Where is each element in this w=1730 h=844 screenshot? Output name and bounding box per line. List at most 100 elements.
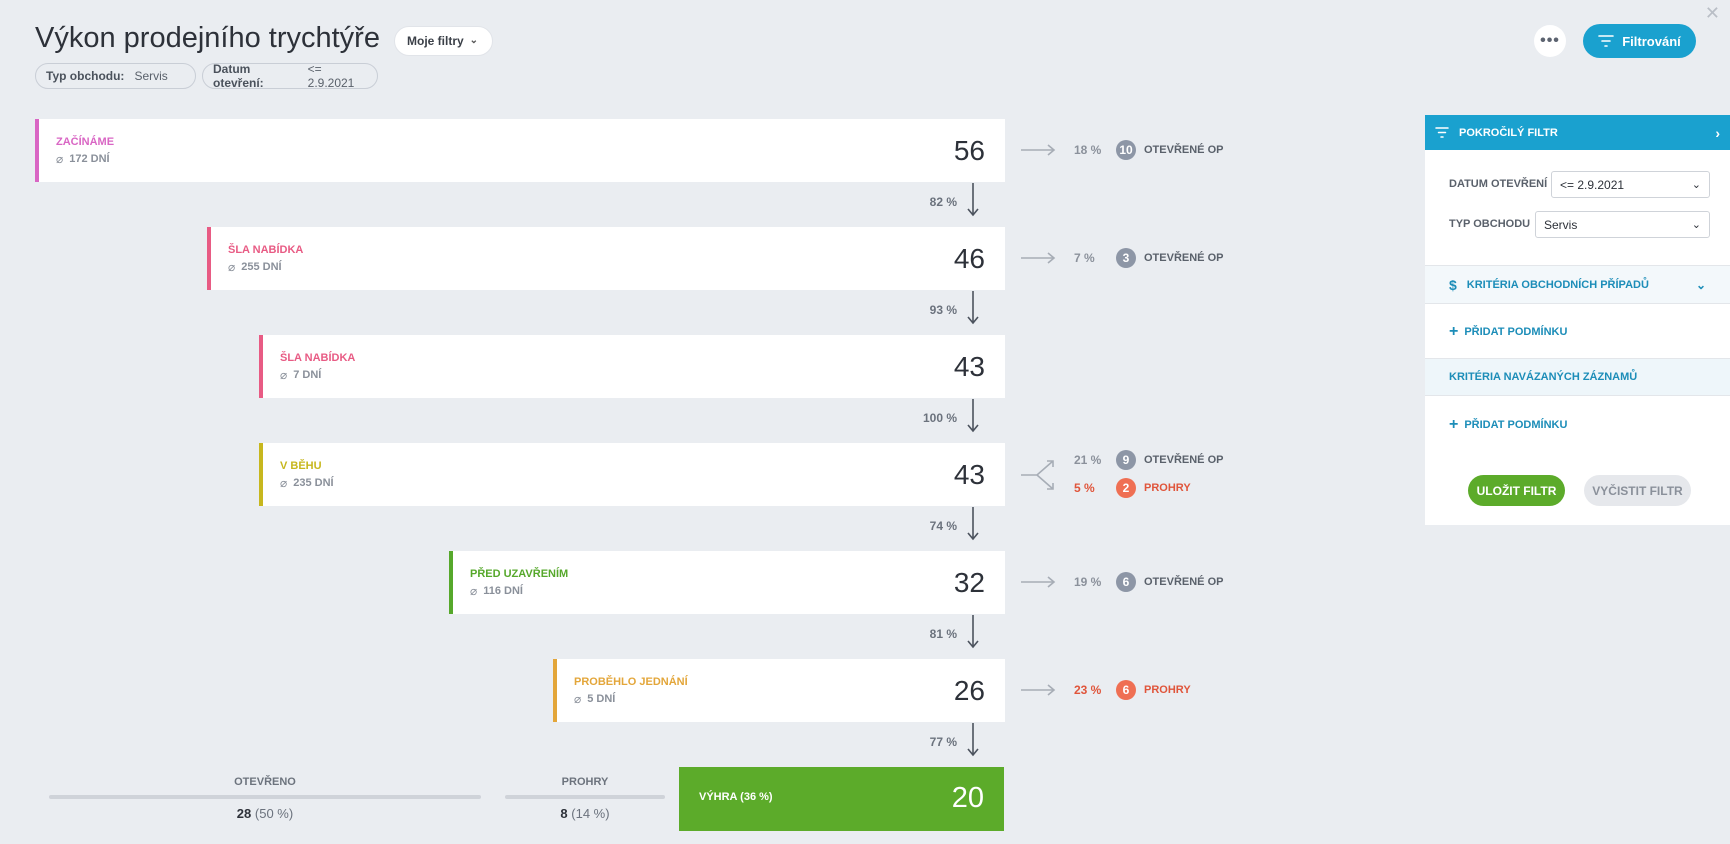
add-condition-button[interactable]: + PŘIDAT PODMÍNKU (1449, 323, 1567, 341)
chevron-down-icon: ⌄ (1691, 179, 1701, 191)
win-count: 20 (951, 782, 984, 814)
plus-icon: + (1449, 323, 1459, 340)
outcome-label: OTEVŘENÉ OP (1144, 252, 1224, 264)
type-filter-select[interactable]: Servis ⌄ (1535, 211, 1710, 238)
summary-lost-label: PROHRY (561, 776, 609, 788)
win-label-text: VÝHRA (699, 791, 738, 803)
arrow-down-icon (967, 615, 979, 649)
stage-name: V BĚHU (280, 460, 322, 472)
stage-name: ŠLA NABÍDKA (280, 352, 356, 364)
arrow-down-icon (967, 183, 979, 217)
side-outcome-open[interactable]: 18 % 10 OTEVŘENÉ OP (1074, 140, 1223, 160)
chip-value: Servis (134, 69, 168, 83)
stage-name: ZAČÍNÁME (56, 136, 115, 148)
conversion-rate: 81 % (929, 627, 957, 641)
filter-toggle-button[interactable]: Filtrování (1583, 24, 1696, 58)
win-pct: (36 %) (740, 791, 773, 803)
summary-lost-count: 8 (560, 806, 568, 821)
stage-duration: ⌀ 116 DNÍ (470, 584, 523, 598)
stage-duration: ⌀ 172 DNÍ (56, 152, 110, 166)
plus-icon: + (1449, 416, 1459, 433)
stage-duration: ⌀ 235 DNÍ (280, 476, 334, 490)
summary-lost-value: 8 (14 %) (505, 806, 665, 821)
outcome-pct: 19 % (1074, 575, 1102, 589)
add-condition-button[interactable]: + PŘIDAT PODMÍNKU (1449, 416, 1567, 434)
conversion-rate: 93 % (929, 303, 957, 317)
stage-count: 26 (953, 675, 985, 706)
side-outcome-lost[interactable]: 23 % 6 PROHRY (1074, 680, 1191, 700)
outcome-pct: 23 % (1074, 683, 1102, 697)
summary-win-box[interactable]: VÝHRA (36 %) 20 (679, 767, 1004, 831)
stage-duration-value: 172 DNÍ (69, 153, 110, 165)
stage-count: 56 (953, 135, 985, 166)
chip-key: Datum otevření: (213, 62, 264, 90)
funnel-stage-2[interactable]: ŠLA NABÍDKA ⌀ 7 DNÍ 43 (259, 335, 1005, 398)
stage-count: 32 (953, 567, 985, 598)
close-icon[interactable]: ✕ (1704, 3, 1720, 23)
funnel-stage-3[interactable]: V BĚHU ⌀ 235 DNÍ 43 (259, 443, 1005, 506)
funnel-stage-0[interactable]: ZAČÍNÁME ⌀ 172 DNÍ 56 (35, 119, 1005, 182)
outcome-count-badge: 6 (1116, 680, 1136, 700)
arrow-right-icon (1021, 684, 1056, 696)
side-outcome-open[interactable]: 7 % 3 OTEVŘENÉ OP (1074, 248, 1223, 268)
stage-count: 46 (953, 243, 985, 274)
stage-name: PROBĚHLO JEDNÁNÍ (574, 676, 688, 688)
summary-open-value: 28 (50 %) (49, 806, 481, 821)
type-filter-label: TYP OBCHODU (1449, 218, 1531, 230)
linked-criteria-section[interactable]: KRITÉRIA NAVÁZANÝCH ZÁZNAMŮ (1425, 358, 1730, 396)
add-condition-label: PŘIDAT PODMÍNKU (1464, 326, 1568, 338)
date-filter-select[interactable]: <= 2.9.2021 ⌄ (1551, 171, 1710, 198)
save-filter-button[interactable]: ULOŽIT FILTR (1468, 475, 1565, 506)
arrow-down-icon (967, 291, 979, 325)
stage-duration: ⌀ 255 DNÍ (228, 260, 282, 274)
filter-chip-open-date[interactable]: Datum otevření: <= 2.9.2021 (202, 62, 378, 90)
funnel-stage-4[interactable]: PŘED UZAVŘENÍM ⌀ 116 DNÍ 32 (449, 551, 1005, 614)
stage-count: 43 (953, 459, 985, 490)
arrow-right-icon (1021, 576, 1056, 588)
side-outcome-open[interactable]: 21 % 9 OTEVŘENÉ OP (1074, 450, 1223, 470)
outcome-label: OTEVŘENÉ OP (1144, 576, 1224, 588)
arrow-down-icon (967, 507, 979, 541)
filter-icon (1435, 127, 1449, 138)
summary-lost-bar (505, 795, 665, 799)
filter-icon (1598, 35, 1615, 47)
clear-filter-button[interactable]: VYČISTIT FILTR (1584, 475, 1691, 506)
conversion-rate: 74 % (929, 519, 957, 533)
funnel-stage-1[interactable]: ŠLA NABÍDKA ⌀ 255 DNÍ 46 (207, 227, 1005, 290)
more-options-button[interactable]: ••• (1534, 25, 1566, 57)
conversion-rate: 82 % (929, 195, 957, 209)
stage-duration: ⌀ 7 DNÍ (280, 368, 321, 382)
stage-duration-value: 235 DNÍ (293, 477, 334, 489)
chip-value: <= 2.9.2021 (307, 62, 355, 90)
chevron-down-icon: ⌄ (469, 34, 479, 46)
type-filter-value: Servis (1544, 217, 1578, 232)
chevron-right-icon[interactable]: › (1715, 124, 1720, 141)
stage-duration-value: 7 DNÍ (293, 369, 322, 381)
outcome-label: OTEVŘENÉ OP (1144, 454, 1224, 466)
arrow-down-icon (967, 399, 979, 433)
panel-header[interactable]: POKROČILÝ FILTR › (1425, 115, 1730, 150)
arrow-down-icon (967, 723, 979, 757)
stage-duration-value: 5 DNÍ (587, 693, 616, 705)
arrow-right-icon (1021, 252, 1056, 264)
summary-open-label: OTEVŘENO (234, 776, 296, 788)
outcome-label: PROHRY (1144, 482, 1191, 494)
side-outcome-open[interactable]: 19 % 6 OTEVŘENÉ OP (1074, 572, 1223, 592)
summary-open-count: 28 (236, 806, 252, 821)
funnel-stage-5[interactable]: PROBĚHLO JEDNÁNÍ ⌀ 5 DNÍ 26 (553, 659, 1005, 722)
stage-name: ŠLA NABÍDKA (228, 244, 304, 256)
side-outcome-lost[interactable]: 5 % 2 PROHRY (1074, 478, 1191, 498)
outcome-count-badge: 6 (1116, 572, 1136, 592)
add-condition-label: PŘIDAT PODMÍNKU (1464, 419, 1568, 431)
filter-chip-deal-type[interactable]: Typ obchodu: Servis (35, 63, 196, 89)
outcome-pct: 5 % (1074, 481, 1095, 495)
outcome-count-badge: 9 (1116, 450, 1136, 470)
outcome-label: PROHRY (1144, 684, 1191, 696)
date-filter-value: <= 2.9.2021 (1560, 177, 1625, 192)
chevron-down-icon: ⌄ (1691, 219, 1701, 231)
my-filters-dropdown[interactable]: Moje filtry ⌄ (394, 26, 494, 56)
deal-criteria-section[interactable]: $ KRITÉRIA OBCHODNÍCH PŘÍPADŮ ⌄ (1425, 265, 1730, 304)
win-label: VÝHRA (36 %) (699, 791, 773, 803)
date-filter-label: DATUM OTEVŘENÍ (1449, 178, 1548, 190)
outcome-count-badge: 10 (1116, 140, 1136, 160)
